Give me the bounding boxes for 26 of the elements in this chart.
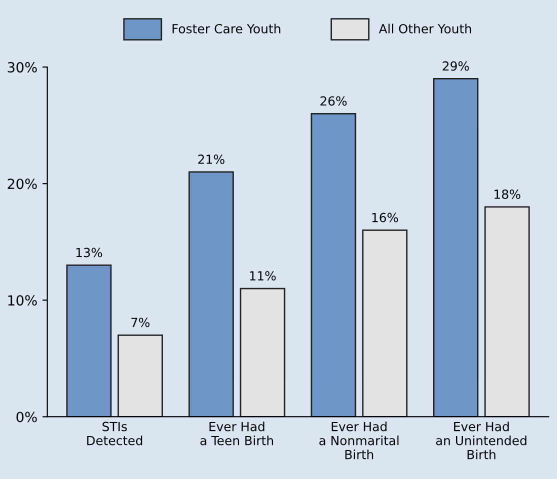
bar xyxy=(433,78,478,417)
data-label: 11% xyxy=(250,271,276,281)
bar xyxy=(188,171,234,417)
legend-label: All Other Youth xyxy=(378,24,472,34)
bar xyxy=(66,264,112,417)
x-tick-label: Ever Had a Teen Birth xyxy=(200,422,274,446)
x-tick-label: Ever Had a Nonmarital Birth xyxy=(319,422,398,460)
y-tick-label: 30% xyxy=(8,62,37,73)
x-tick-label: STIs Detected xyxy=(87,422,142,446)
bar xyxy=(310,112,356,417)
y-tick-label: 20% xyxy=(8,178,37,190)
bar xyxy=(484,206,530,417)
bar xyxy=(362,230,408,417)
data-label: 29% xyxy=(442,61,469,71)
bar xyxy=(240,288,286,417)
y-tick-label: 10% xyxy=(8,295,37,306)
data-label: 18% xyxy=(494,189,520,199)
data-label: 7% xyxy=(131,318,150,328)
x-tick-label: Ever Had an Unintended Birth xyxy=(436,422,526,460)
data-label: 16% xyxy=(372,212,398,222)
y-tick-label: 0% xyxy=(16,412,37,422)
bar xyxy=(118,334,163,417)
data-label: 26% xyxy=(320,96,347,106)
data-label: 21% xyxy=(198,154,224,164)
data-label: 13% xyxy=(76,248,102,258)
legend-label: Foster Care Youth xyxy=(172,24,280,34)
